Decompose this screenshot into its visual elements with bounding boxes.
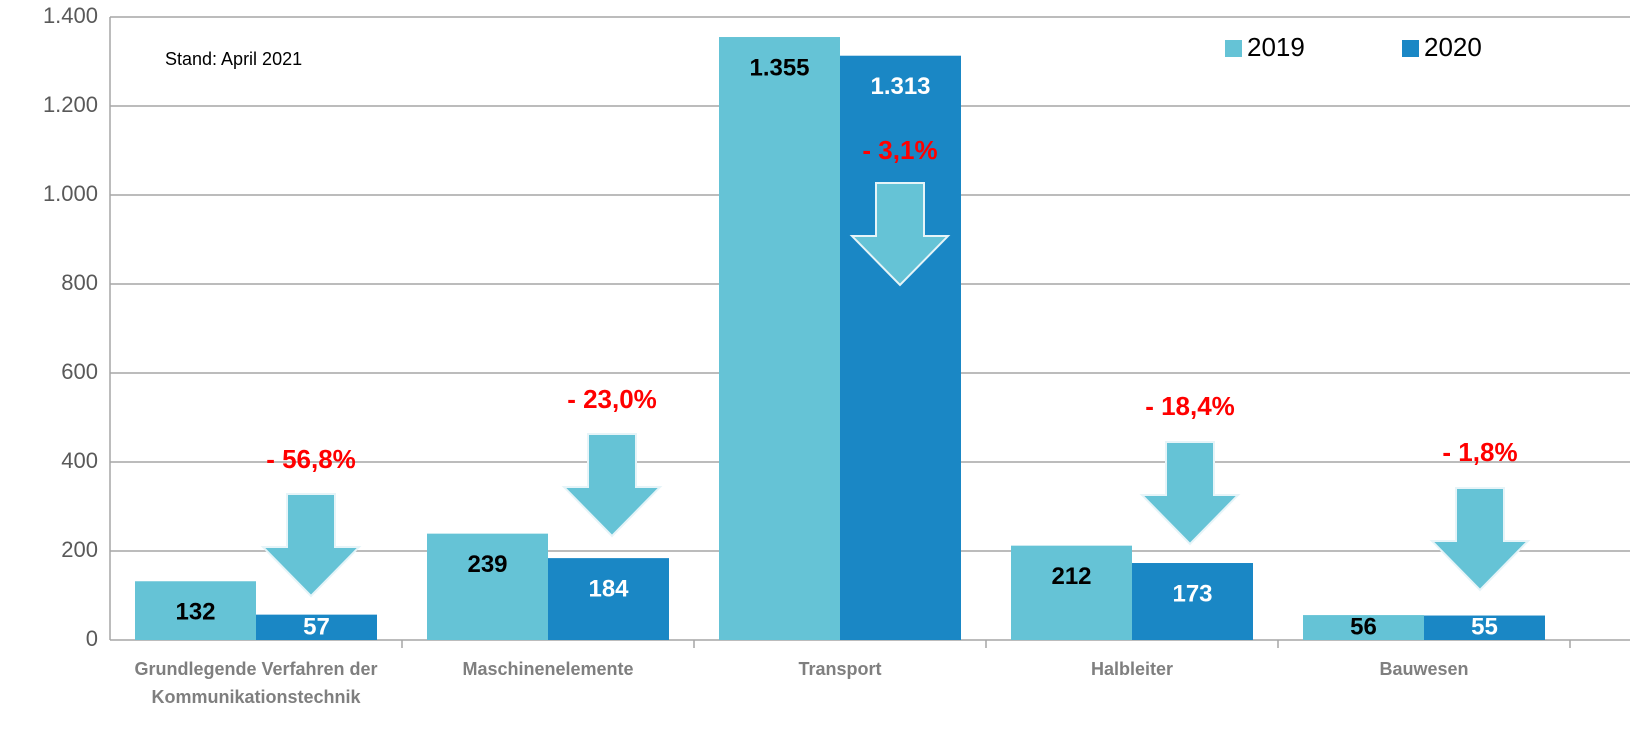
legend-label: 2019 bbox=[1247, 32, 1305, 62]
bar bbox=[427, 533, 548, 640]
change-label: - 23,0% bbox=[567, 384, 657, 414]
data-label: 1.355 bbox=[749, 54, 809, 81]
change-label: - 1,8% bbox=[1442, 437, 1517, 467]
data-label: 212 bbox=[1051, 563, 1091, 590]
arrow bbox=[1429, 487, 1531, 592]
bar bbox=[135, 581, 256, 640]
bar bbox=[1132, 563, 1253, 640]
y-tick-label: 1.200 bbox=[43, 92, 98, 117]
legend-swatch bbox=[1225, 40, 1242, 57]
data-label: 239 bbox=[467, 551, 507, 578]
data-label: 173 bbox=[1172, 580, 1212, 607]
bar bbox=[719, 37, 840, 640]
arrow bbox=[260, 493, 362, 598]
bar bbox=[1424, 615, 1545, 640]
bar bbox=[256, 614, 377, 640]
bar bbox=[548, 558, 669, 640]
legend-label: 2020 bbox=[1424, 32, 1482, 62]
arrow bbox=[561, 433, 663, 538]
y-tick-label: 600 bbox=[61, 359, 98, 384]
y-tick-label: 0 bbox=[86, 626, 98, 651]
x-tick-label: Grundlegende Verfahren der Kommunikations… bbox=[134, 659, 377, 707]
change-label: - 18,4% bbox=[1145, 391, 1235, 421]
arrow bbox=[849, 182, 951, 287]
y-tick-label: 400 bbox=[61, 448, 98, 473]
bar bbox=[840, 55, 961, 640]
data-label: 132 bbox=[175, 599, 215, 626]
bar bbox=[1011, 545, 1132, 640]
note: Stand: April 2021 bbox=[165, 49, 302, 69]
data-label: 56 bbox=[1350, 613, 1377, 640]
x-tick-label: Bauwesen bbox=[1379, 659, 1468, 679]
data-label: 55 bbox=[1471, 613, 1498, 640]
change-label: - 56,8% bbox=[266, 444, 356, 474]
y-tick-label: 200 bbox=[61, 537, 98, 562]
bar bbox=[1303, 615, 1424, 640]
data-label: 1.313 bbox=[870, 73, 930, 100]
x-tick-label: Halbleiter bbox=[1091, 659, 1173, 679]
y-tick-label: 1.400 bbox=[43, 3, 98, 28]
data-label: 184 bbox=[588, 575, 629, 602]
data-label: 57 bbox=[303, 613, 330, 640]
y-tick-label: 800 bbox=[61, 270, 98, 295]
arrow bbox=[1139, 441, 1241, 546]
x-tick-label: Transport bbox=[798, 659, 881, 679]
legend-swatch bbox=[1402, 40, 1419, 57]
x-tick-label: Maschinenelemente bbox=[462, 659, 633, 679]
change-label: - 3,1% bbox=[862, 135, 937, 165]
y-tick-label: 1.000 bbox=[43, 181, 98, 206]
